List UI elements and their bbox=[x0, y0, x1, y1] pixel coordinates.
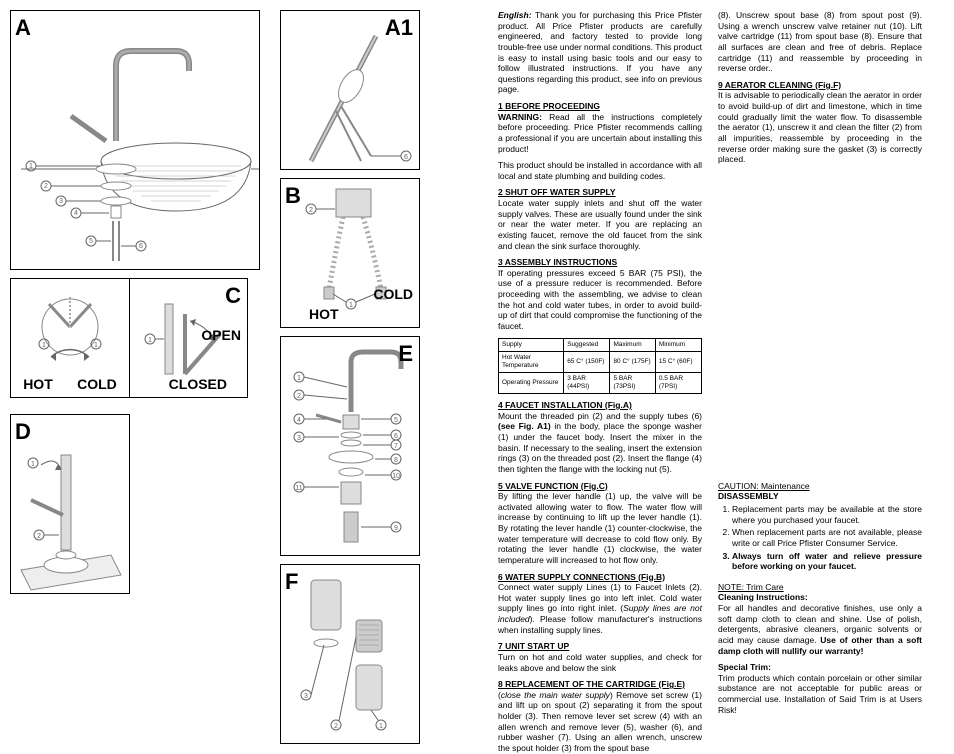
figure-column-left: A bbox=[10, 10, 270, 728]
svg-text:1: 1 bbox=[42, 342, 46, 349]
table-row: Hot Water Temperature 65 C° (150F) 80 C°… bbox=[499, 351, 702, 372]
svg-text:2: 2 bbox=[297, 393, 301, 400]
figure-a1: A1 6 bbox=[280, 10, 420, 170]
section-8-p: (close the main water supply) Remove set… bbox=[498, 690, 702, 754]
svg-text:11: 11 bbox=[295, 485, 302, 492]
intro-lead: English: bbox=[498, 10, 532, 20]
svg-text:2: 2 bbox=[44, 183, 48, 190]
svg-text:1: 1 bbox=[29, 163, 33, 170]
section-3-p: If operating pressures exceed 5 BAR (75 … bbox=[498, 268, 702, 332]
figure-c-label: C bbox=[225, 282, 241, 310]
table-header: Supply bbox=[499, 338, 564, 351]
figure-c-left: 1 1 HOT COLD bbox=[10, 278, 130, 398]
intro-text: Thank you for purchasing this Price Pfis… bbox=[498, 10, 702, 94]
svg-text:3: 3 bbox=[59, 198, 63, 205]
figure-a1-label: A1 bbox=[385, 14, 413, 42]
section-9-p: It is advisable to periodically clean th… bbox=[718, 90, 922, 164]
svg-text:5: 5 bbox=[394, 417, 398, 424]
closed-label: CLOSED bbox=[169, 376, 227, 394]
list-item: Always turn off water and relieve pressu… bbox=[732, 551, 922, 572]
table-header: Minimum bbox=[655, 338, 701, 351]
figure-b: B 2 1 HOT COLD bbox=[280, 178, 420, 328]
figure-a: A bbox=[10, 10, 260, 270]
figure-c-row: 1 1 HOT COLD C 1 bbox=[10, 278, 270, 406]
section-1-heading: 1 BEFORE PROCEEDING bbox=[498, 101, 702, 112]
section-4-heading: 4 FAUCET INSTALLATION (Fig.A) bbox=[498, 400, 702, 411]
figure-e-label: E bbox=[398, 340, 413, 368]
spec-table: Supply Suggested Maximum Minimum Hot Wat… bbox=[498, 338, 702, 395]
section-9-heading: 9 AERATOR CLEANING (Fig.F) bbox=[718, 80, 922, 91]
section-3-heading: 3 ASSEMBLY INSTRUCTIONS bbox=[498, 257, 702, 268]
section-7-p: Turn on hot and cold water supplies, and… bbox=[498, 652, 702, 673]
intro-paragraph: English: Thank you for purchasing this P… bbox=[498, 10, 702, 95]
section-8-heading: 8 REPLACEMENT OF THE CARTRIDGE (Fig.E) bbox=[498, 679, 702, 690]
svg-text:4: 4 bbox=[74, 210, 78, 217]
section-7-heading: 7 UNIT START UP bbox=[498, 641, 702, 652]
open-label: OPEN bbox=[201, 327, 241, 345]
figure-c-right: C 1 OPEN CLOSED bbox=[130, 278, 248, 398]
hot-label-b: HOT bbox=[309, 306, 339, 324]
cold-label: COLD bbox=[77, 376, 117, 394]
hot-label: HOT bbox=[23, 376, 53, 394]
svg-text:1: 1 bbox=[297, 375, 301, 382]
cold-label-b: COLD bbox=[373, 286, 413, 304]
list-item: When replacement parts are not available… bbox=[732, 527, 922, 548]
figure-d: D 1 2 bbox=[10, 414, 130, 594]
section-1-warning: WARNING: Read all the instructions compl… bbox=[498, 112, 702, 155]
svg-text:1: 1 bbox=[31, 461, 35, 468]
section-5-p: By lifting the lever handle (1) up, the … bbox=[498, 491, 702, 565]
section-8-continuation: (8). Unscrew spout base (8) from spout p… bbox=[718, 10, 922, 74]
caution-heading: CAUTION: Maintenance bbox=[718, 481, 922, 492]
figure-f-label: F bbox=[285, 568, 298, 596]
svg-text:9: 9 bbox=[394, 525, 398, 532]
svg-text:10: 10 bbox=[392, 473, 400, 480]
section-6-heading: 6 WATER SUPPLY CONNECTIONS (Fig.B) bbox=[498, 572, 702, 583]
maintenance-list: Replacement parts may be available at th… bbox=[718, 504, 922, 572]
svg-text:1: 1 bbox=[379, 723, 383, 730]
svg-text:3: 3 bbox=[304, 693, 308, 700]
svg-text:2: 2 bbox=[37, 533, 41, 540]
section-1-p2: This product should be installed in acco… bbox=[498, 160, 702, 181]
figure-b-label: B bbox=[285, 182, 301, 210]
special-trim-heading: Special Trim: bbox=[718, 662, 922, 673]
section-2-p: Locate water supply inlets and shut off … bbox=[498, 198, 702, 251]
svg-text:6: 6 bbox=[139, 243, 143, 250]
svg-text:3: 3 bbox=[297, 435, 301, 442]
warning-label: WARNING: bbox=[498, 112, 542, 122]
table-row: Operating Pressure 3 BAR (44PSI) 5 BAR (… bbox=[499, 372, 702, 393]
trim-note-heading: NOTE: Trim Care bbox=[718, 582, 922, 593]
svg-text:1: 1 bbox=[94, 342, 98, 349]
svg-text:2: 2 bbox=[309, 207, 313, 214]
figure-column-mid: A1 6 B 2 1 bbox=[270, 10, 490, 728]
figure-d-label: D bbox=[15, 418, 31, 446]
svg-text:1: 1 bbox=[349, 302, 353, 309]
list-item: Replacement parts may be available at th… bbox=[732, 504, 922, 525]
text-column-2: (8). Unscrew spout base (8) from spout p… bbox=[710, 10, 930, 728]
special-trim-p: Trim products which contain porcelain or… bbox=[718, 673, 922, 716]
svg-text:6: 6 bbox=[394, 433, 398, 440]
page: A bbox=[0, 0, 954, 738]
svg-text:4: 4 bbox=[297, 417, 301, 424]
section-4-p: Mount the threaded pin (2) and the suppl… bbox=[498, 411, 702, 475]
figure-a-label: A bbox=[15, 14, 31, 42]
section-2-heading: 2 SHUT OFF WATER SUPPLY bbox=[498, 187, 702, 198]
table-row: Supply Suggested Maximum Minimum bbox=[499, 338, 702, 351]
disassembly-heading: DISASSEMBLY bbox=[718, 491, 922, 502]
trim-p: For all handles and decorative finishes,… bbox=[718, 603, 922, 656]
svg-text:8: 8 bbox=[394, 457, 398, 464]
svg-text:5: 5 bbox=[89, 238, 93, 245]
table-header: Suggested bbox=[564, 338, 610, 351]
section-5-heading: 5 VALVE FUNCTION (Fig.C) bbox=[498, 481, 702, 492]
table-header: Maximum bbox=[610, 338, 655, 351]
cleaning-heading: Cleaning Instructions: bbox=[718, 592, 922, 603]
svg-text:7: 7 bbox=[394, 443, 398, 450]
svg-text:6: 6 bbox=[404, 154, 408, 161]
figure-f: F 3 2 1 bbox=[280, 564, 420, 744]
figure-e: E bbox=[280, 336, 420, 556]
text-column-1: English: Thank you for purchasing this P… bbox=[490, 10, 710, 728]
section-6-p: Connect water supply Lines (1) to Faucet… bbox=[498, 582, 702, 635]
svg-text:1: 1 bbox=[148, 337, 152, 344]
svg-text:2: 2 bbox=[334, 723, 338, 730]
